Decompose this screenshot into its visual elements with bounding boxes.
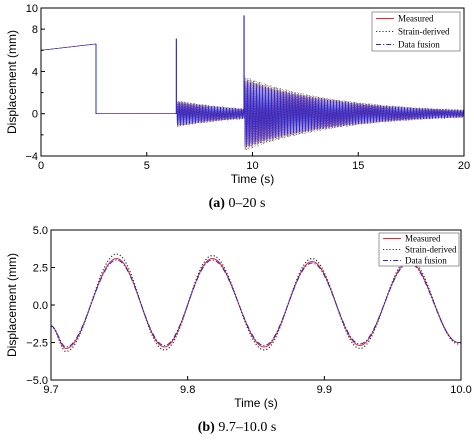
legend-label-a: Data fusion xyxy=(398,40,440,50)
y-tick-label-a: 4 xyxy=(32,66,38,78)
y-tick-label-a: 0 xyxy=(32,109,38,121)
y-tick-label-b: −5.0 xyxy=(26,375,48,387)
x-tick-label-b: 9.7 xyxy=(43,384,58,396)
caption-a-text: 0–20 s xyxy=(225,196,265,211)
x-tick-label-a: 5 xyxy=(144,160,150,172)
y-axis-label-b: Displacement (mm) xyxy=(5,253,19,357)
x-tick-label-a: 20 xyxy=(458,160,470,172)
y-tick-label-b: 2.5 xyxy=(33,263,48,275)
plot-area-b xyxy=(51,253,461,353)
legend-label-a: Strain-derived xyxy=(398,27,450,37)
plot-area-a xyxy=(41,15,464,151)
y-tick-label-b: −2.5 xyxy=(26,338,48,350)
series-line-data-fusion xyxy=(51,259,461,348)
caption-b-text: 9.7–10.0 s xyxy=(215,420,276,435)
series-line-measured xyxy=(51,257,461,350)
x-tick-label-a: 15 xyxy=(352,160,364,172)
x-tick-label-b: 9.8 xyxy=(180,384,195,396)
series-line-data-fusion xyxy=(41,43,464,146)
x-tick-label-b: 9.9 xyxy=(317,384,332,396)
x-axis-label-b: Time (s) xyxy=(234,396,278,410)
x-tick-label-b: 10.0 xyxy=(450,384,471,396)
caption-a: (a) 0–20 s xyxy=(209,196,266,211)
y-tick-label-a: −4 xyxy=(25,151,38,163)
y-tick-label-a-top: 10 xyxy=(26,3,38,15)
legend-label-a: Measured xyxy=(398,14,434,24)
x-axis-label-a: Time (s) xyxy=(231,172,275,186)
x-tick-label-a: 0 xyxy=(38,160,44,172)
legend-label-b: Measured xyxy=(405,234,441,244)
y-tick-label-a: 8 xyxy=(32,24,38,36)
y-tick-label-b: 0.0 xyxy=(33,300,48,312)
chart-b: 9.7 9.8 9.9 10.0−5.0−2.50.02.55.0 Time (s) … xyxy=(5,225,472,435)
series-line-strain-derived xyxy=(51,253,461,353)
legend-a: Measured Strain-derived Data fusion xyxy=(371,11,461,52)
legend-label-b: Strain-derived xyxy=(405,245,457,255)
caption-a-label: (a) xyxy=(209,196,226,211)
ticks-b: 9.7 9.8 9.9 10.0 −5.0 −2.5 0.0 2.5 5.0 xyxy=(26,225,471,396)
caption-b: (b) 9.7–10.0 s xyxy=(198,420,277,435)
y-tick-label-b: 5.0 xyxy=(33,225,48,237)
legend-label-b: Data fusion xyxy=(405,256,447,266)
x-tick-label-a: 10 xyxy=(246,160,258,172)
caption-b-label: (b) xyxy=(198,420,215,435)
y-axis-label-a: Displacement (mm) xyxy=(5,30,19,134)
